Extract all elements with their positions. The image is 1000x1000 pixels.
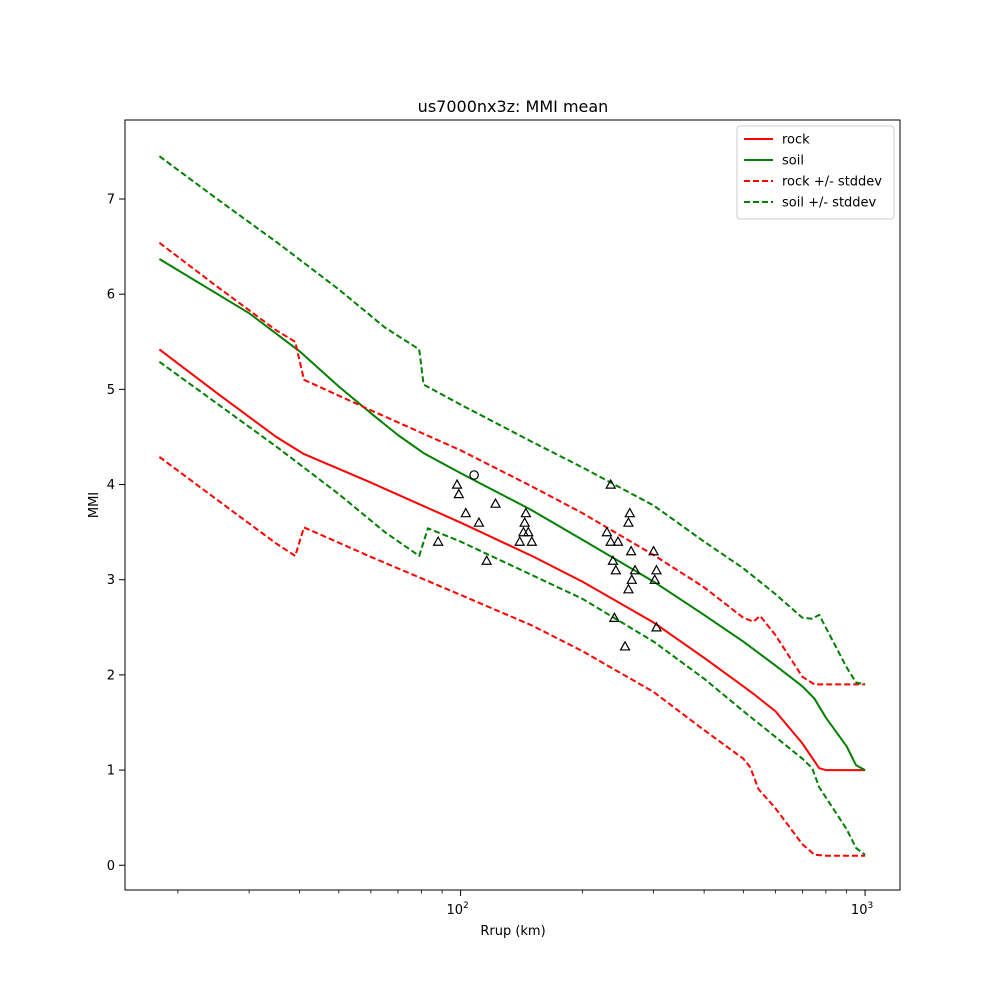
legend-label-rock-stddev: rock +/- stddev xyxy=(782,175,882,190)
x-tick-label: 103 xyxy=(851,901,873,918)
observation-triangle-marker xyxy=(622,583,634,594)
plot-frame xyxy=(124,119,901,891)
y-tick-label: 0 xyxy=(107,859,115,874)
observation-triangle-marker xyxy=(607,554,619,565)
observation-triangle-marker xyxy=(619,640,631,651)
x-axis: 102 103 xyxy=(177,890,873,918)
observation-markers xyxy=(432,470,663,651)
observation-triangle-marker xyxy=(650,621,663,632)
observation-triangle-marker xyxy=(451,478,463,489)
x-tick-label: 102 xyxy=(446,901,468,918)
observation-triangle-marker xyxy=(629,564,641,575)
y-axis: 0 1 2 3 4 5 6 7 xyxy=(107,192,125,874)
series-line-rock-stddev xyxy=(158,242,866,686)
legend: rock soil rock +/- stddev soil +/- stddev xyxy=(736,125,895,220)
y-tick-label: 1 xyxy=(107,764,115,779)
observation-triangle-marker xyxy=(526,535,538,546)
observation-triangle-marker xyxy=(624,507,636,518)
observation-triangle-marker xyxy=(453,488,465,499)
y-tick-label: 4 xyxy=(107,478,115,493)
observation-triangle-marker xyxy=(605,478,617,489)
observation-triangle-marker xyxy=(650,564,663,575)
legend-label-soil: soil xyxy=(782,154,804,169)
observation-triangle-marker xyxy=(612,535,624,546)
legend-box xyxy=(736,125,895,220)
observation-triangle-marker xyxy=(432,535,444,546)
chart-title: us7000nx3z: MMI mean xyxy=(418,97,609,116)
observation-triangle-marker xyxy=(519,516,531,527)
y-tick-label: 7 xyxy=(107,192,115,207)
legend-label-rock: rock xyxy=(782,133,810,148)
series-line-rock-stddev-lower xyxy=(158,456,866,857)
observation-triangle-marker xyxy=(473,516,485,527)
y-tick-label: 5 xyxy=(107,383,115,398)
observation-triangle-marker xyxy=(460,507,472,518)
observation-triangle-marker xyxy=(648,545,660,556)
observation-triangle-marker xyxy=(610,564,622,575)
x-axis-label: Rrup (km) xyxy=(480,924,545,939)
observation-circle-marker xyxy=(469,470,479,480)
observation-triangle-marker xyxy=(601,526,613,537)
observation-triangle-marker xyxy=(625,545,637,556)
series-line-soil-stddev-lower xyxy=(158,360,866,856)
observation-triangle-marker xyxy=(626,573,638,584)
series-line-soil-stddev xyxy=(158,155,866,686)
y-tick-label: 6 xyxy=(107,288,115,303)
observation-triangle-marker xyxy=(522,526,534,537)
observation-triangle-marker xyxy=(605,535,617,546)
series-line-rock xyxy=(158,348,866,772)
observation-triangle-marker xyxy=(514,535,526,546)
series-layer xyxy=(158,155,866,857)
y-tick-label: 2 xyxy=(107,668,115,683)
observation-triangle-marker xyxy=(481,554,493,565)
observation-triangle-marker xyxy=(622,516,634,527)
observation-triangle-marker xyxy=(649,573,661,584)
y-tick-label: 3 xyxy=(107,573,115,588)
y-axis-label: MMI xyxy=(87,492,102,518)
series-line-soil xyxy=(158,258,866,771)
observation-triangle-marker xyxy=(490,497,502,508)
legend-label-soil-stddev: soil +/- stddev xyxy=(782,196,877,211)
observation-triangle-marker xyxy=(608,612,620,622)
observation-triangle-marker xyxy=(520,507,532,518)
